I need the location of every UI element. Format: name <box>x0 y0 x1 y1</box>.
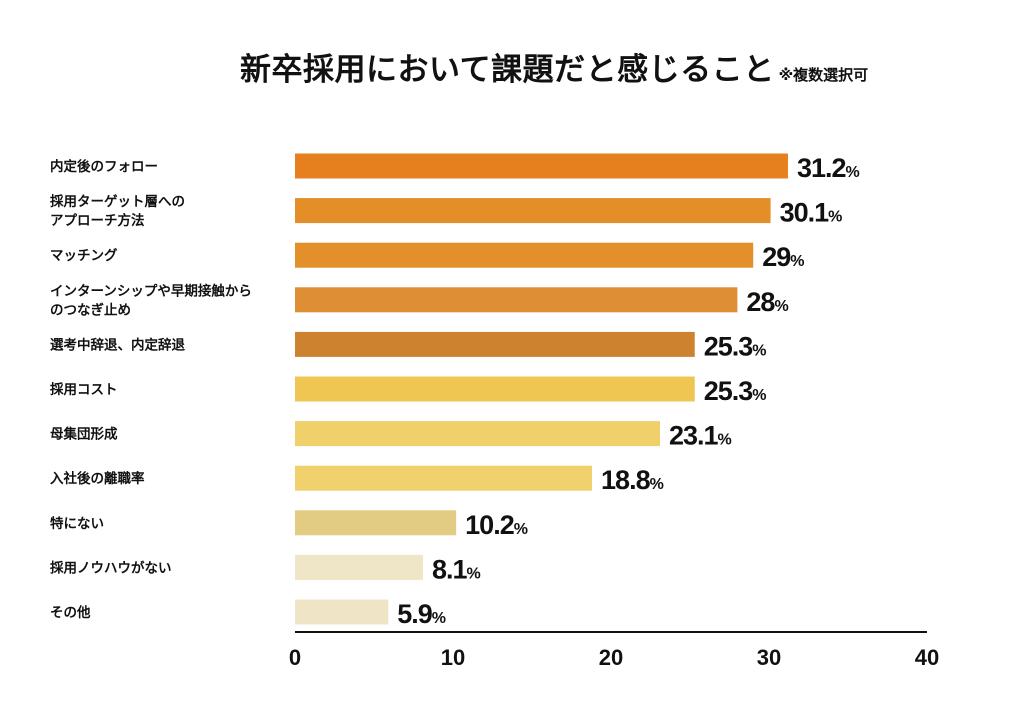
x-tick-label: 20 <box>599 645 623 670</box>
data-label: 25.3% <box>704 376 767 406</box>
chart-title: 新卒採用において課題だと感じること ※複数選択可 <box>240 44 940 89</box>
category-label: 特にない <box>50 515 104 532</box>
bar <box>295 198 771 224</box>
category-label: その他 <box>50 604 91 621</box>
category-label: 入社後の離職率 <box>50 470 145 487</box>
category-label: マッチング <box>50 247 118 264</box>
category-label: 採用コスト <box>50 381 118 398</box>
x-tick-label: 0 <box>289 645 301 670</box>
bar <box>295 242 754 268</box>
bar <box>295 287 738 313</box>
bar <box>295 465 593 491</box>
x-tick-label: 40 <box>915 645 939 670</box>
data-label: 28% <box>746 287 788 317</box>
bar <box>295 599 389 625</box>
data-label: 23.1% <box>669 421 732 451</box>
bar <box>295 331 695 357</box>
data-label: 8.1% <box>432 554 481 584</box>
bar <box>295 153 788 179</box>
category-label: インターンシップや早期接触からのつなぎ止め <box>50 282 252 318</box>
data-label: 31.2% <box>797 153 860 183</box>
data-label: 30.1% <box>780 198 843 228</box>
data-label: 18.8% <box>601 465 664 495</box>
chart-title-text: 新卒採用において課題だと感じること <box>240 52 775 88</box>
x-tick-label: 30 <box>757 645 781 670</box>
bar <box>295 510 457 536</box>
data-label: 29% <box>762 242 804 272</box>
data-label: 5.9% <box>397 599 446 629</box>
category-label: 内定後のフォロー <box>50 158 158 175</box>
bar <box>295 421 660 447</box>
category-label: 選考中辞退、内定辞退 <box>50 336 185 353</box>
category-label: 採用ターゲット層へのアプローチ方法 <box>50 193 185 229</box>
category-label: 母集団形成 <box>50 426 118 443</box>
bar <box>295 376 695 402</box>
data-label: 25.3% <box>704 331 767 361</box>
data-label: 10.2% <box>465 510 528 540</box>
bar <box>295 554 423 580</box>
category-label: 採用ノウハウがない <box>50 559 172 576</box>
chart-subtitle: ※複数選択可 <box>778 66 869 84</box>
x-tick-label: 10 <box>441 645 465 670</box>
